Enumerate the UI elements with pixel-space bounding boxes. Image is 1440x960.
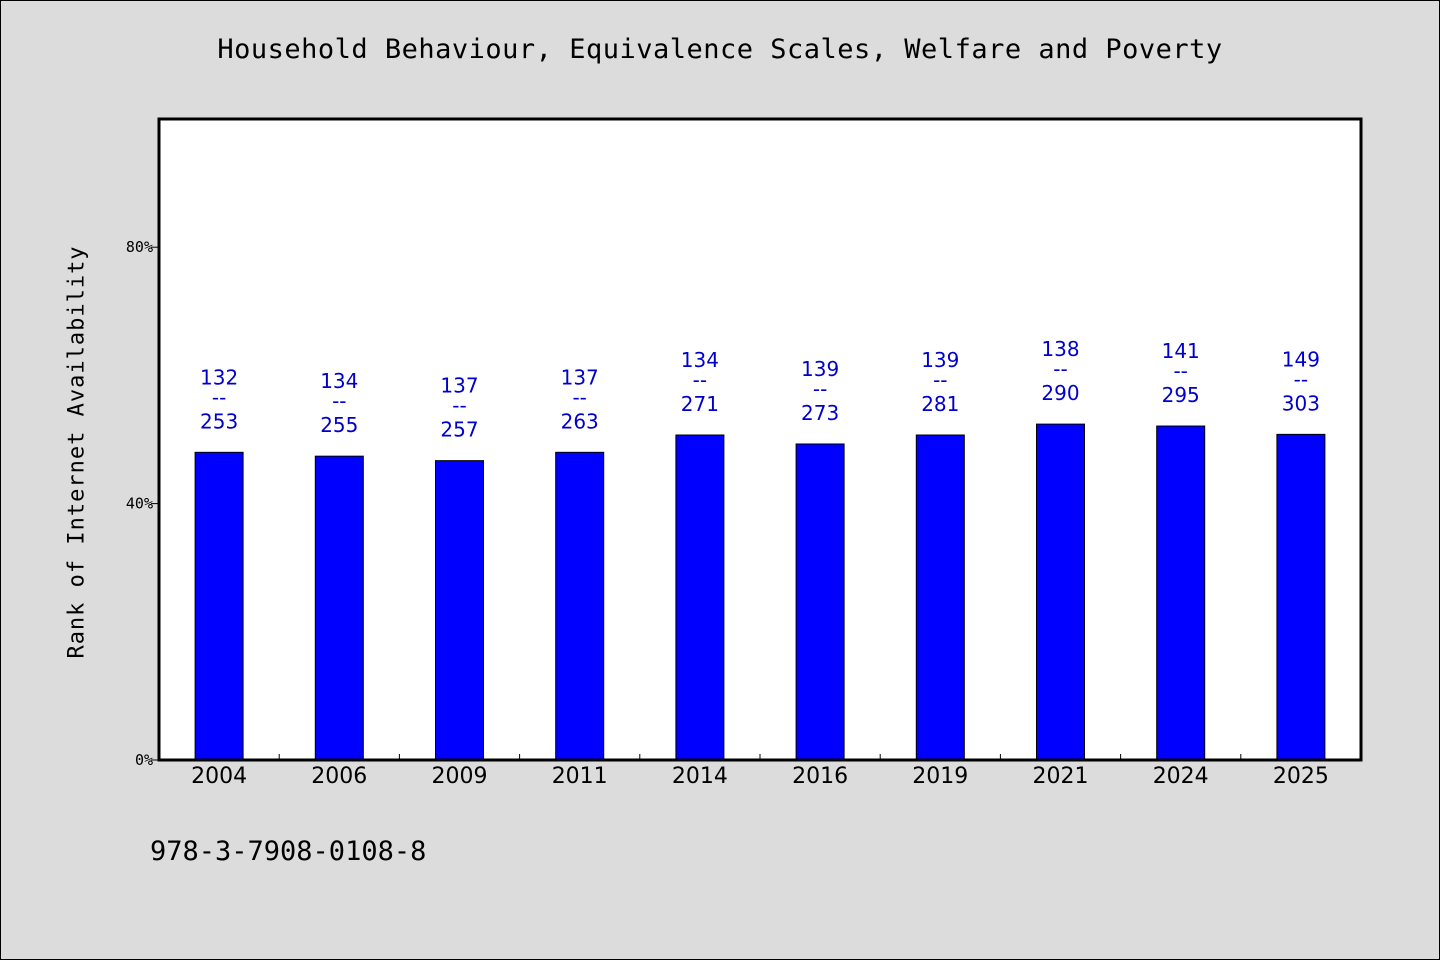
plot-border (157, 117, 1363, 762)
x-tick-label: 2004 (191, 764, 247, 789)
bar-separator-label: -- (933, 368, 947, 392)
bar-total-label: 253 (200, 409, 238, 433)
bar-separator-label: -- (332, 389, 346, 413)
bar-total-label: 257 (440, 418, 478, 442)
bar (435, 460, 484, 761)
y-axis: 0% 40% 80% (126, 238, 159, 769)
bar-separator-label: -- (813, 377, 827, 401)
bar-rank-label: 137 (561, 365, 599, 389)
bar-total-label: 271 (681, 392, 719, 416)
bar (1276, 433, 1326, 761)
bar-total-label: 263 (561, 409, 599, 433)
bar-rank-label: 149 (1282, 347, 1320, 371)
bar-separator-label: -- (572, 385, 586, 409)
bar-rank-label: 139 (921, 348, 959, 372)
x-tick-label: 2016 (792, 764, 848, 789)
bar-series (194, 423, 1326, 761)
y-tick-label: 40% (126, 495, 153, 513)
data-labels: 132--253134--255137--257137--263134--271… (200, 337, 1320, 442)
bar-rank-label: 138 (1041, 337, 1079, 361)
bar-rank-label: 134 (681, 348, 719, 372)
bar-total-label: 290 (1041, 381, 1079, 405)
bar-separator-label: -- (212, 385, 226, 409)
bar-rank-label: 141 (1162, 339, 1200, 363)
bar (1156, 425, 1206, 761)
y-tick-label: 80% (126, 238, 153, 256)
bar-rank-label: 139 (801, 357, 839, 381)
bar-rank-label: 132 (200, 365, 238, 389)
bar (314, 455, 364, 761)
bar-rank-label: 134 (320, 369, 358, 393)
x-tick-label: 2014 (672, 764, 728, 789)
bar (675, 434, 725, 761)
x-tick-label: 2019 (912, 764, 968, 789)
isbn-footnote: 978-3-7908-0108-8 (150, 836, 427, 867)
x-tick-label: 2011 (552, 764, 608, 789)
x-tick-label: 2021 (1033, 764, 1089, 789)
bar-separator-label: -- (1053, 357, 1067, 381)
chart-title: Household Behaviour, Equivalence Scales,… (217, 34, 1223, 65)
bar-total-label: 281 (921, 392, 959, 416)
bar-separator-label: -- (1173, 359, 1187, 383)
bar-separator-label: -- (693, 368, 707, 392)
bar (795, 443, 845, 761)
bar-total-label: 255 (320, 413, 358, 437)
x-tick-label: 2024 (1153, 764, 1209, 789)
bar (194, 451, 244, 761)
y-tick-label: 0% (135, 751, 153, 769)
bar (1036, 423, 1085, 761)
bar-rank-label: 137 (440, 374, 478, 398)
x-axis: 2004 2006 2009 2011 2014 2016 2019 2021 2024 2025 (191, 754, 1329, 789)
bar-total-label: 295 (1162, 383, 1200, 407)
x-tick-label: 2009 (432, 764, 488, 789)
bar (915, 434, 965, 761)
bar-total-label: 303 (1282, 391, 1320, 415)
x-tick-label: 2006 (311, 764, 367, 789)
x-tick-label: 2025 (1273, 764, 1329, 789)
bar (555, 451, 605, 761)
bar-separator-label: -- (1294, 367, 1308, 391)
bar-separator-label: -- (452, 394, 466, 418)
bar-total-label: 273 (801, 401, 839, 425)
